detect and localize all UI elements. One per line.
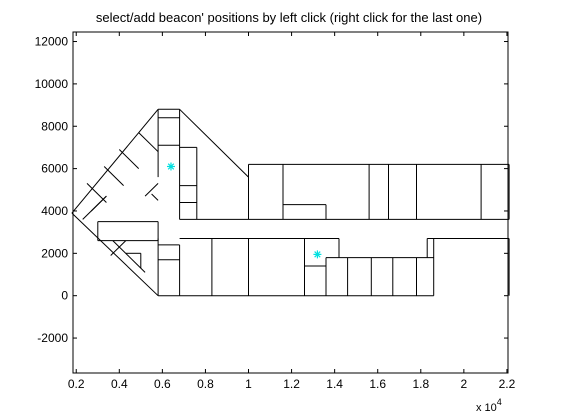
wall-segment-38 xyxy=(71,108,159,214)
y-tick-label-7: 12000 xyxy=(35,35,69,49)
y-tick-label-1: 0 xyxy=(61,289,68,303)
y-tick-label-5: 8000 xyxy=(41,119,68,133)
y-tick-label-6: 10000 xyxy=(35,77,69,91)
x-tick-label-10: 2.2 xyxy=(499,377,516,391)
x-axis-exponent-base: x 10 xyxy=(476,402,497,414)
wall-segment-55 xyxy=(118,149,140,169)
x-tick-label-9: 2 xyxy=(461,377,468,391)
beacon-marker-0[interactable] xyxy=(166,162,175,171)
x-tick-label-1: 0.4 xyxy=(111,377,128,391)
wall-segment-60 xyxy=(110,240,127,256)
y-tick-label-2: 2000 xyxy=(41,246,68,260)
x-tick-label-0: 0.2 xyxy=(68,377,85,391)
wall-segment-37 xyxy=(71,212,159,297)
x-tick-label-2: 0.6 xyxy=(154,377,171,391)
beacon-markers xyxy=(166,162,322,259)
chart-title: select/add beacon' positions by left cli… xyxy=(96,10,482,25)
x-tick-label-5: 1.2 xyxy=(283,377,300,391)
x-tick-label-8: 1.8 xyxy=(412,377,429,391)
x-axis-exponent-power: 4 xyxy=(497,397,502,407)
floor-plan-walls xyxy=(71,108,510,297)
y-axis-ticks: -2000 0 2000 4000 6000 8000 10000 12000 xyxy=(35,35,508,345)
wall-segment-52 xyxy=(90,195,107,212)
beacon-marker-1[interactable] xyxy=(313,250,322,259)
wall-segment-54 xyxy=(103,166,124,186)
y-tick-label-4: 6000 xyxy=(41,162,68,176)
x-axis-ticks: 0.2 0.4 0.6 0.8 1 1.2 1.4 1.6 1.8 2 2.2 xyxy=(68,32,516,391)
y-tick-label-3: 4000 xyxy=(41,204,68,218)
axes-box[interactable] xyxy=(72,31,509,374)
x-tick-label-7: 1.6 xyxy=(369,377,386,391)
wall-segment-57 xyxy=(144,183,159,197)
wall-segment-56 xyxy=(138,132,159,153)
wall-segment-40 xyxy=(179,108,249,178)
x-tick-label-6: 1.4 xyxy=(326,377,343,391)
x-axis-exponent: x 104 xyxy=(476,397,502,414)
wall-segment-59 xyxy=(112,240,146,273)
y-tick-label-0: -2000 xyxy=(37,331,68,345)
wall-segment-58 xyxy=(151,193,159,201)
x-tick-label-3: 0.8 xyxy=(197,377,214,391)
wall-segment-53 xyxy=(86,183,107,203)
x-tick-label-4: 1 xyxy=(245,377,252,391)
